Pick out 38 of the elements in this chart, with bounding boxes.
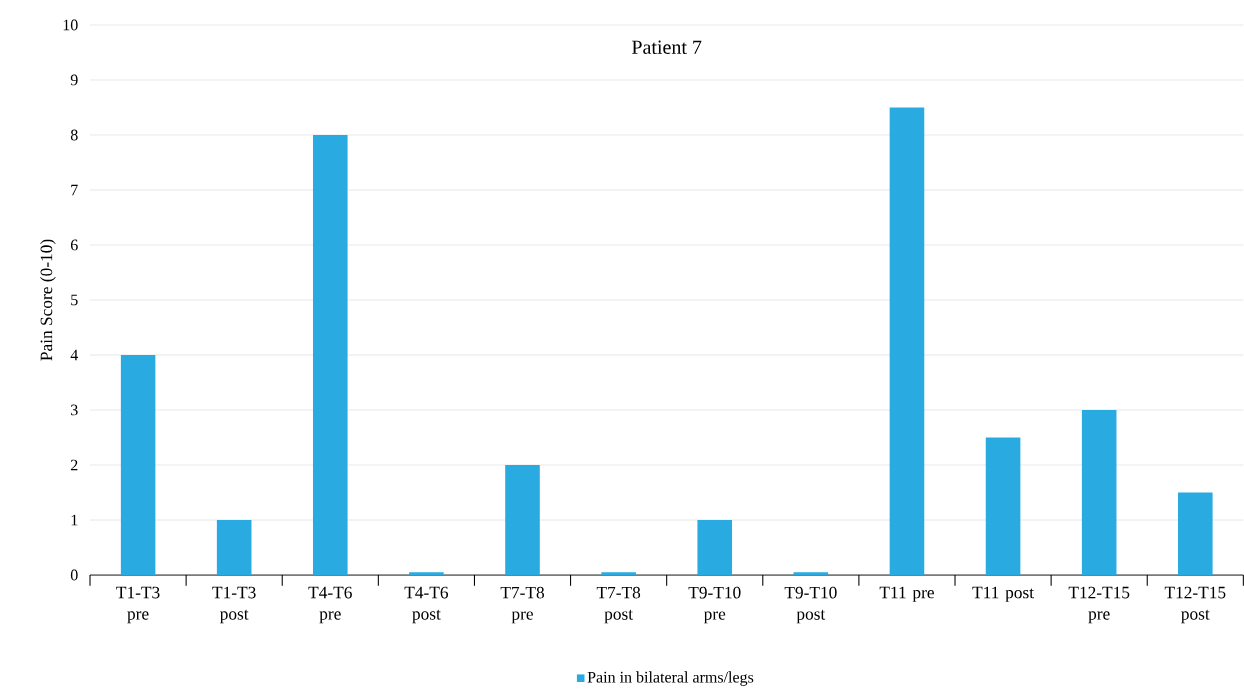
y-tick-label: 10 [63, 19, 78, 31]
bar [1177, 492, 1213, 575]
bar [505, 465, 540, 575]
x-tick-label: T1-T3 post [212, 586, 256, 624]
bar [889, 107, 925, 575]
y-tick-label: 3 [71, 404, 78, 416]
y-axis-title: Pain Score (0-10) [40, 239, 56, 361]
bar [985, 437, 1021, 575]
y-tick-label: 0 [70, 569, 78, 581]
bar [1081, 410, 1117, 575]
y-tick-label: 5 [71, 294, 78, 306]
x-tick-label: T1-T3 pre [116, 586, 160, 624]
bar [409, 572, 444, 575]
x-tick-label: T12-T15 pre [1068, 586, 1130, 624]
x-tick-label: T4-T6 pre [308, 586, 352, 624]
x-tick-label: T7-T8 pre [500, 586, 544, 624]
y-tick-label: 4 [70, 349, 79, 361]
y-tick-label: 1 [71, 514, 78, 526]
x-tick-label: T9-T10 pre [688, 586, 741, 624]
x-tick-label: T4-T6 post [404, 586, 449, 624]
legend-label: Pain in bilateral arms/legs [587, 671, 754, 686]
y-tick-label: 6 [70, 239, 78, 251]
bar [312, 135, 348, 575]
text: Patient 7 [631, 40, 702, 54]
y-tick-label: 2 [70, 459, 78, 471]
bar [697, 520, 733, 575]
y-tick-label: 9 [70, 74, 78, 86]
bar [601, 572, 636, 575]
x-tick-label: T9-T10 post [784, 586, 837, 624]
bar [216, 520, 252, 575]
x-tick-label: T12-T15 post [1164, 586, 1226, 624]
x-tick-label: T7-T8 post [596, 586, 641, 624]
bar [120, 355, 156, 575]
x-tick-label: T11 pre [879, 586, 934, 602]
y-tick-label: 8 [70, 129, 78, 141]
bar [793, 572, 829, 575]
y-tick-label: 7 [71, 184, 78, 196]
x-tick-label: T11 post [972, 586, 1034, 602]
